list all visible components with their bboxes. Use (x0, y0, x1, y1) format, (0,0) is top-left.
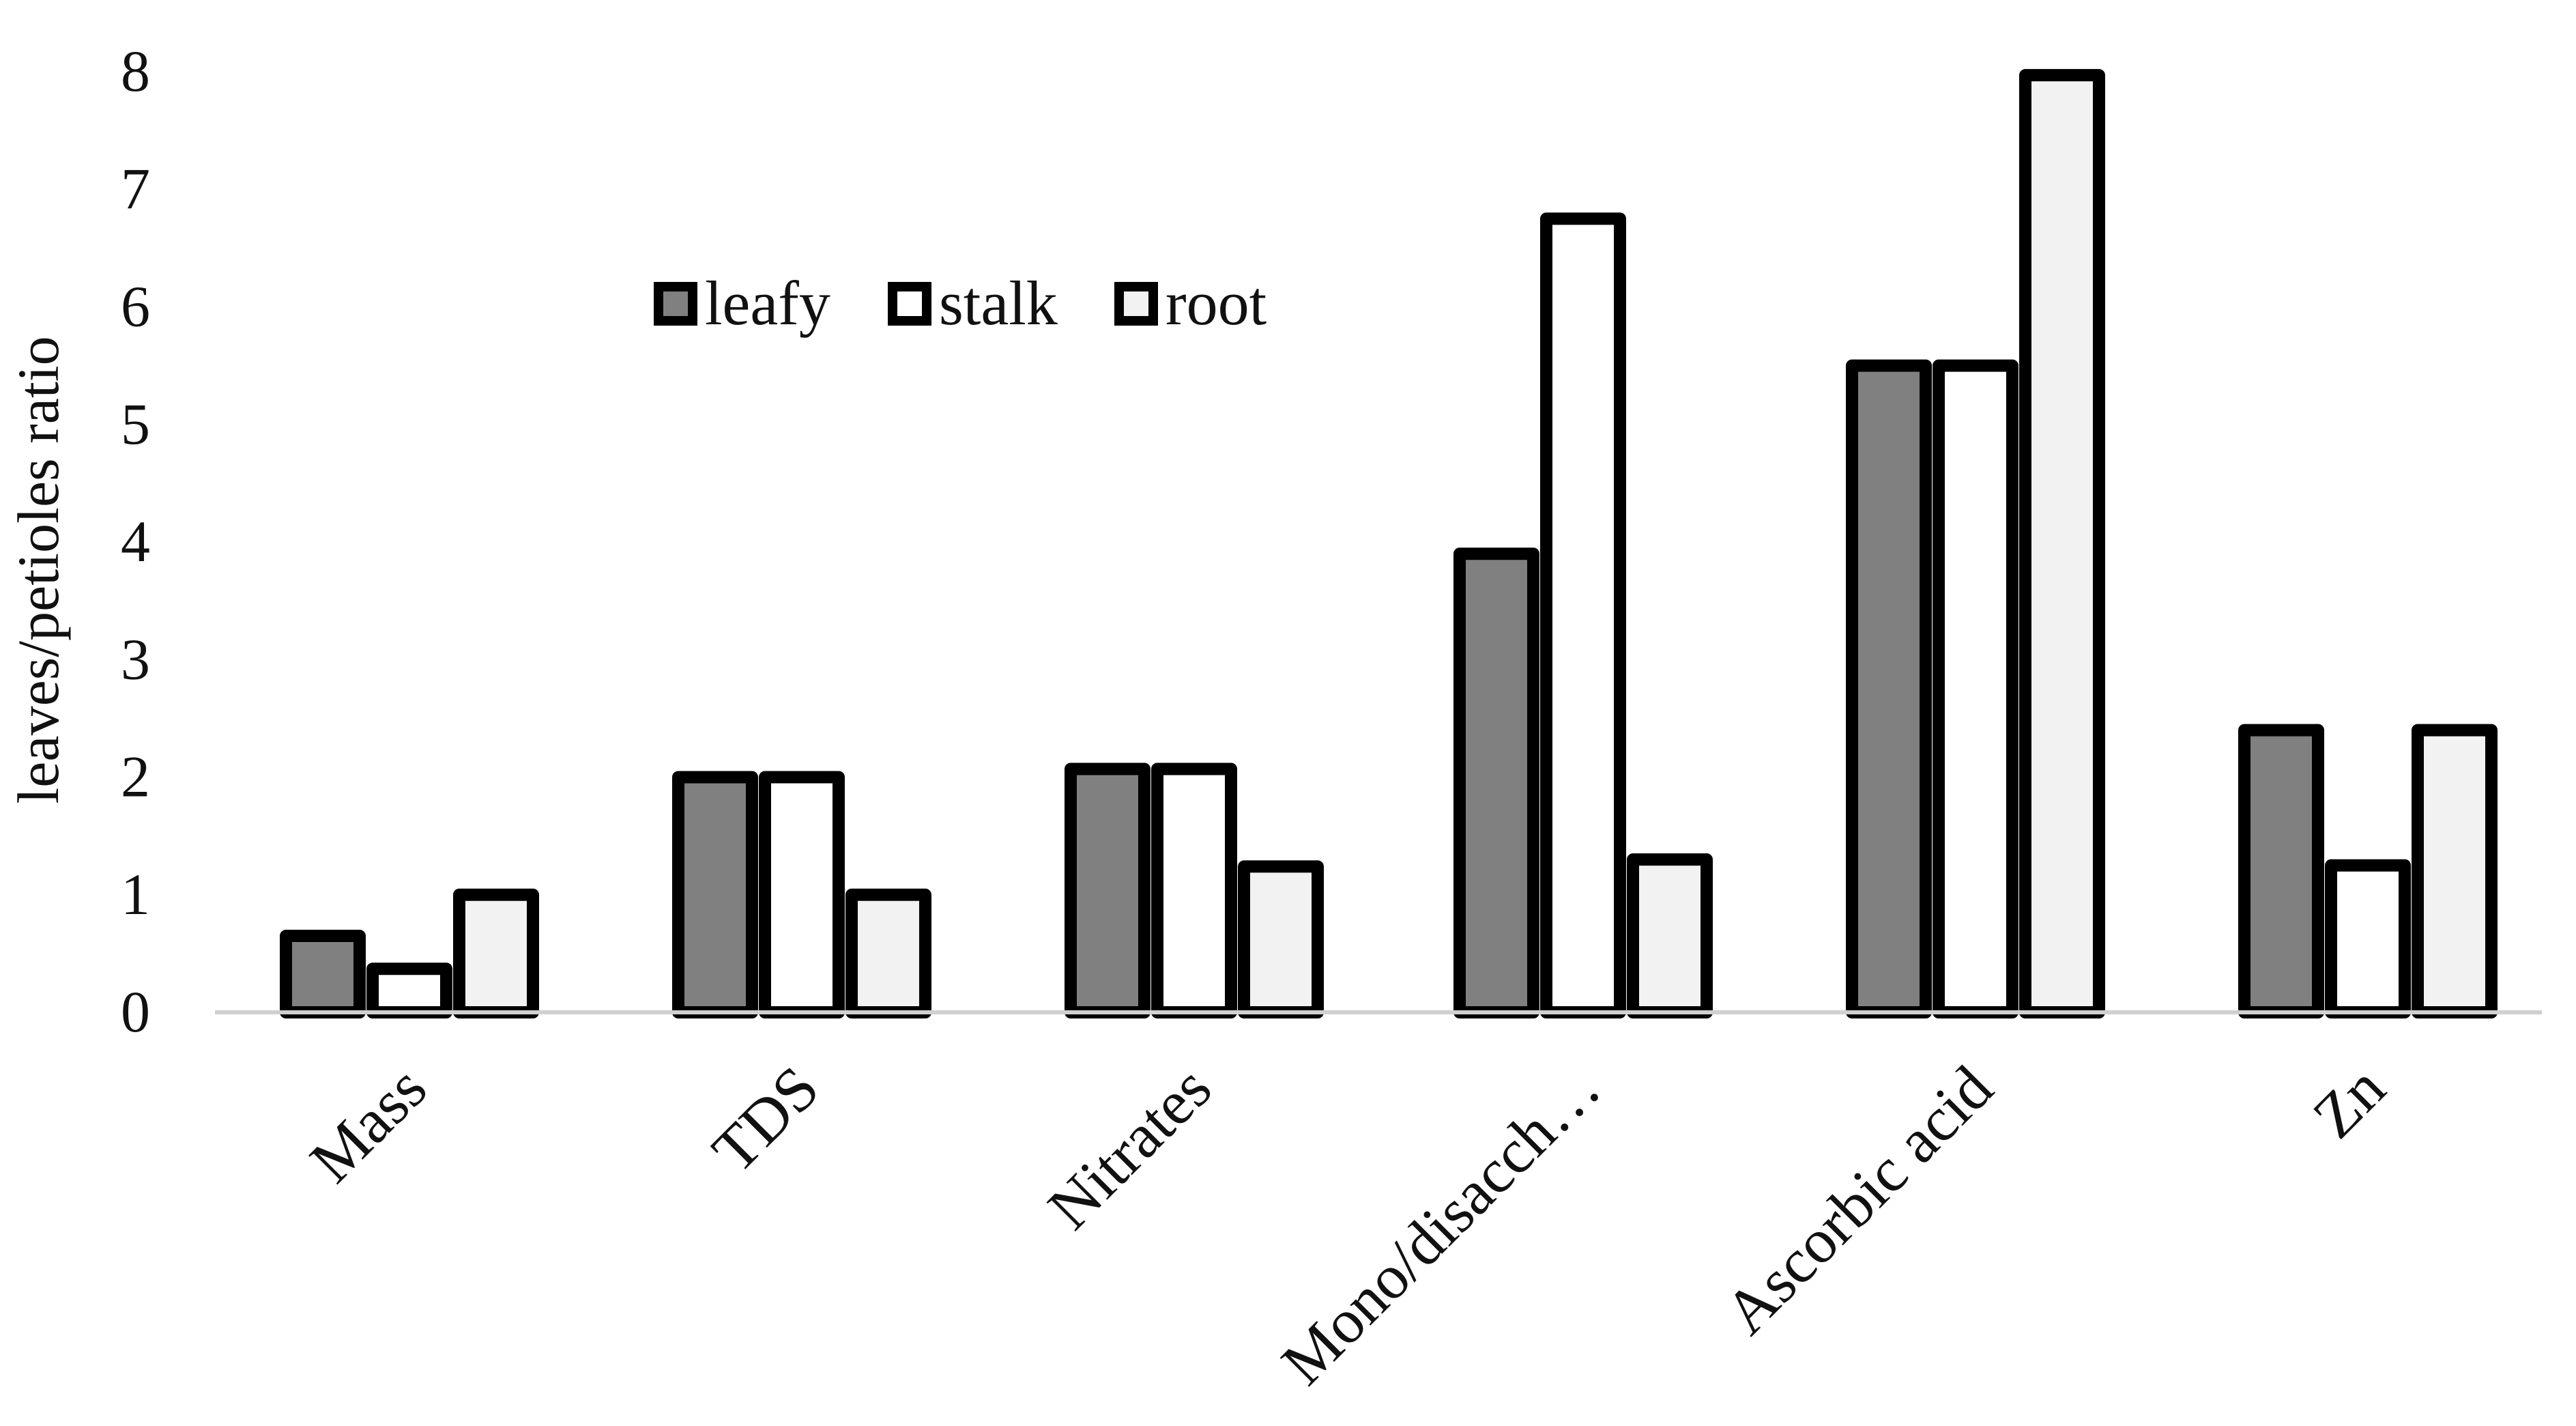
y-tick-label: 3 (121, 626, 150, 691)
y-tick-label: 7 (121, 156, 150, 221)
y-tick-label: 5 (121, 391, 150, 457)
bar-root-3 (1238, 860, 1324, 1019)
y-tick-label: 1 (121, 861, 150, 927)
legend-label-leafy: leafy (705, 268, 830, 338)
bar-stalk-2 (759, 771, 845, 1018)
legend: leafy stalk root (654, 268, 1267, 338)
legend-label-stalk: stalk (939, 268, 1058, 338)
x-tick-label: Nitrates (1034, 1053, 1224, 1242)
bar-root-2 (845, 888, 931, 1018)
y-axis-label: leaves/petioles ratio (5, 336, 71, 803)
bar-leafy-4 (1453, 547, 1539, 1018)
legend-label-root: root (1166, 268, 1267, 338)
x-tick-label: Zn (2300, 1053, 2398, 1151)
bar-stalk-6 (2325, 859, 2411, 1018)
x-tick-label: Mono/disacch… (1268, 1053, 1613, 1398)
legend-swatch-leafy (654, 282, 697, 326)
bar-stalk-1 (366, 962, 452, 1018)
bar-root-6 (2412, 724, 2498, 1018)
y-tick-label: 4 (121, 509, 150, 574)
y-tick-label: 0 (121, 979, 150, 1044)
bar-root-4 (1627, 853, 1713, 1018)
bar-stalk-5 (1933, 359, 2018, 1018)
x-tick-label: Mass (297, 1053, 439, 1195)
y-tick-label: 2 (121, 744, 150, 810)
y-tick-label: 6 (121, 274, 150, 339)
y-tick-labels: 0 1 2 3 4 5 6 7 8 (121, 38, 150, 1044)
legend-swatch-root (1114, 282, 1158, 326)
bar-stalk-4 (1540, 212, 1626, 1018)
bar-leafy-5 (1846, 359, 1932, 1018)
x-tick-label: TDS (699, 1053, 832, 1186)
bar-leafy-3 (1065, 762, 1150, 1018)
bar-leafy-6 (2238, 724, 2324, 1018)
y-tick-label: 8 (121, 38, 150, 104)
bar-root-1 (453, 888, 539, 1018)
bar-root-5 (2019, 69, 2105, 1019)
legend-swatch-stalk (888, 282, 931, 326)
x-tick-labels: Mass TDS Nitrates Mono/disacch… Ascorbic aci… (297, 1053, 2398, 1398)
bar-leafy-2 (672, 771, 758, 1018)
bar-stalk-3 (1151, 762, 1237, 1018)
bars-layer (280, 69, 2498, 1019)
x-tick-label: Ascorbic acid (1711, 1053, 2006, 1347)
bar-leafy-1 (280, 930, 366, 1018)
